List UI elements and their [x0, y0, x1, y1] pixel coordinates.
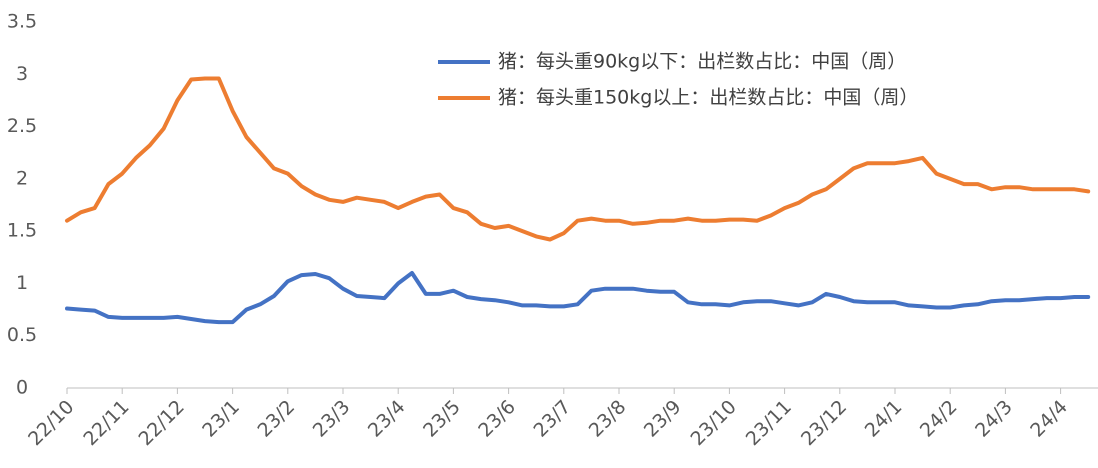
- y-tick-label: 2.5: [7, 115, 37, 137]
- x-tick-label: 23/3: [309, 396, 355, 442]
- series-line: [65, 271, 1091, 325]
- legend-label: 猪：每头重150kg以上：出栏数占比：中国（周）: [498, 87, 918, 109]
- y-tick-label: 1: [16, 272, 28, 294]
- y-tick-label: 3.5: [7, 11, 37, 33]
- series-line: [65, 76, 1091, 242]
- x-tick-label: 23/11: [742, 396, 796, 450]
- x-tick-label: 23/5: [419, 396, 465, 442]
- y-tick-label: 1.5: [7, 220, 37, 242]
- x-tick-label: 23/2: [253, 396, 299, 442]
- x-tick-label: 22/12: [135, 396, 189, 450]
- y-tick-label: 2: [16, 167, 28, 189]
- x-tick-label: 24/1: [861, 396, 907, 442]
- x-tick-label: 23/4: [364, 396, 410, 442]
- x-tick-label: 23/12: [797, 396, 851, 450]
- x-tick-label: 23/1: [198, 396, 244, 442]
- x-tick-label: 23/8: [585, 396, 631, 442]
- x-tick-label: 23/9: [640, 396, 686, 442]
- x-tick-label: 23/7: [529, 396, 575, 442]
- y-tick-label: 0: [16, 377, 28, 399]
- legend-label: 猪：每头重90kg以下：出栏数占比：中国（周）: [498, 51, 906, 73]
- x-tick-label: 23/6: [474, 396, 520, 442]
- x-tick-label: 24/3: [971, 396, 1017, 442]
- x-tick-label: 22/10: [24, 396, 78, 450]
- y-tick-label: 3: [16, 63, 28, 85]
- x-tick-label: 23/10: [687, 396, 741, 450]
- x-tick-label: 22/11: [79, 396, 133, 450]
- y-tick-label: 0.5: [7, 324, 37, 346]
- x-tick-label: 24/4: [1026, 396, 1072, 442]
- x-tick-label: 24/2: [916, 396, 962, 442]
